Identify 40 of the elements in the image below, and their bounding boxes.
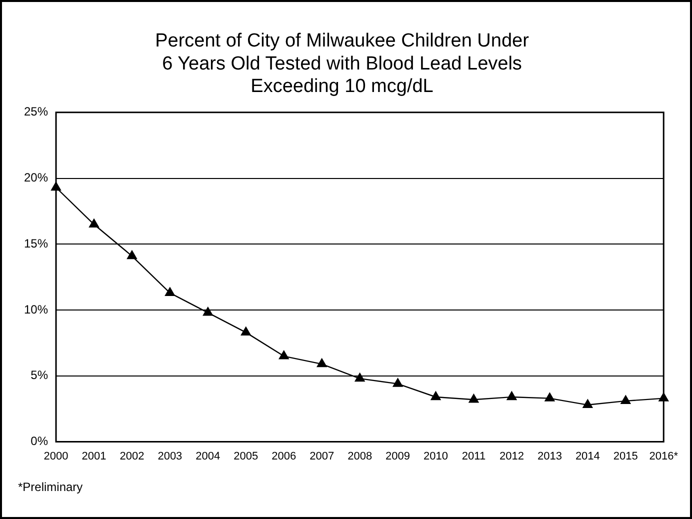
x-tick-label: 2000 (44, 450, 68, 462)
y-tick-label: 10% (24, 302, 48, 316)
y-tick-label: 0% (30, 434, 48, 448)
y-tick-label: 5% (30, 368, 48, 382)
x-tick-label: 2011 (462, 450, 486, 462)
x-tick-label: 2016* (649, 450, 679, 462)
point (278, 350, 289, 360)
point (89, 218, 99, 228)
point (468, 394, 479, 403)
point (392, 378, 403, 387)
point (316, 358, 327, 368)
x-tick-label: 2001 (82, 450, 106, 462)
point (506, 391, 517, 400)
y-tick-label: 25% (24, 104, 48, 119)
x-tick-label: 2009 (386, 450, 410, 462)
text: *Preliminary (18, 480, 83, 494)
x-tick-label: 2007 (310, 450, 334, 462)
x-tick-label: 2003 (158, 450, 182, 462)
point (127, 250, 137, 260)
y-tick-label: 15% (24, 236, 48, 250)
x-tick-label: 2013 (537, 450, 562, 462)
x-tick-label: 2012 (499, 450, 524, 462)
x-tick-label: 2014 (575, 450, 600, 462)
point (430, 391, 441, 400)
point (202, 307, 213, 316)
point (165, 287, 175, 296)
y-tick-label: 20% (24, 170, 48, 185)
point (240, 326, 251, 336)
x-tick-label: 2005 (234, 450, 258, 462)
point (354, 372, 365, 382)
x-tick-label: 2015 (613, 450, 638, 462)
x-tick-label: 2006 (272, 450, 296, 462)
x-tick-label: 2008 (348, 450, 372, 462)
point (620, 395, 631, 404)
chart-title: Percent of City of Milwaukee Children Under 6 Years Old Tested with Blood Lead Levels Exceeding 10 mcg/dL (155, 30, 530, 98)
x-tick-label: 2002 (120, 450, 144, 462)
x-tick-label: 2004 (196, 450, 220, 462)
x-tick-label: 2010 (424, 450, 448, 462)
point (582, 399, 593, 408)
point (544, 392, 555, 402)
